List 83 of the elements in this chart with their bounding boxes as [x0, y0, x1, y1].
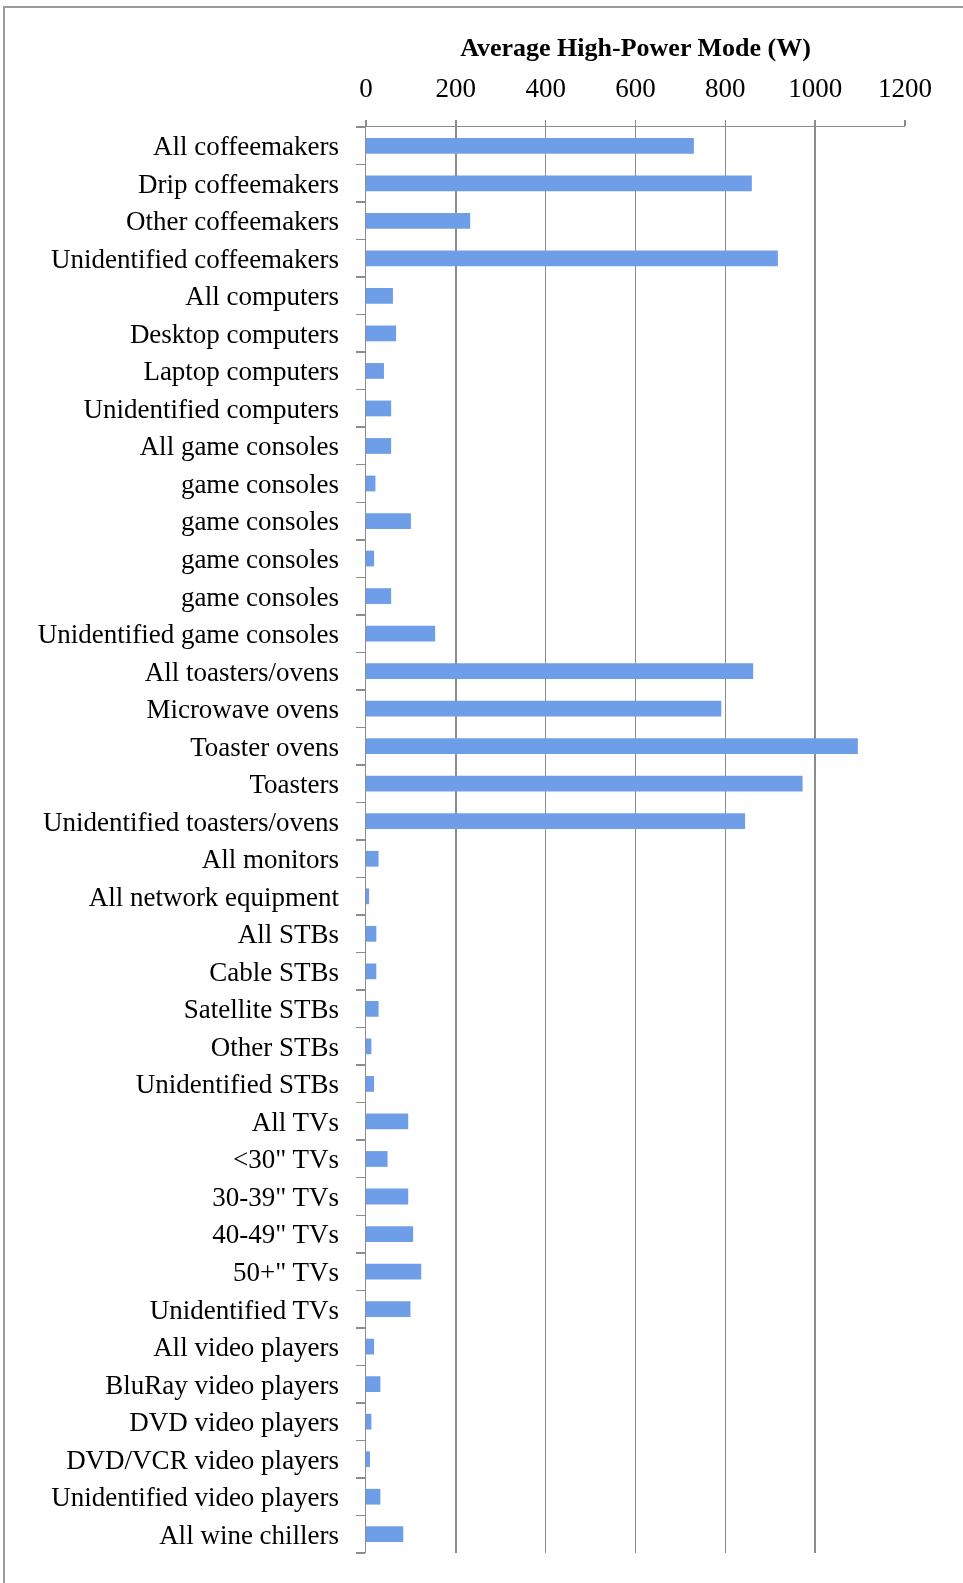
x-tick-label: 1000: [788, 72, 843, 103]
y-tick-label: 30-39" TVs: [212, 1181, 340, 1212]
bar: [366, 513, 411, 529]
bar: [366, 1000, 379, 1017]
bar: [366, 175, 752, 192]
bar: [366, 212, 471, 229]
bar: [366, 438, 392, 454]
y-tick-label: <30" TVs: [233, 1144, 340, 1175]
y-tick-label: Laptop computers: [143, 356, 340, 387]
y-tick-label: All monitors: [201, 844, 340, 875]
y-tick-label: Toaster ovens: [190, 731, 340, 762]
y-tick-label: game consoles: [180, 581, 340, 612]
y-tick-label: 40-49" TVs: [212, 1219, 340, 1250]
bar: [366, 550, 375, 567]
y-tick-label: 50+" TVs: [233, 1257, 340, 1287]
bar: [366, 963, 377, 980]
y-tick-label: Unidentified toasters/ovens: [42, 806, 340, 837]
y-tick-label: Toasters: [249, 769, 340, 800]
x-tick-label: 0: [359, 72, 373, 103]
y-tick-label: All network equipment: [88, 881, 340, 912]
bar: [366, 1263, 422, 1280]
y-tick-label: All toasters/ovens: [144, 656, 340, 687]
bar: [366, 700, 722, 717]
y-tick-label: Other coffeemakers: [125, 206, 340, 237]
bar: [366, 850, 379, 867]
y-tick-label: Unidentified video players: [51, 1482, 340, 1513]
y-tick-label: Desktop computers: [129, 318, 340, 349]
bar: [366, 137, 694, 154]
bar: [366, 925, 377, 942]
bar: [366, 287, 393, 304]
y-tick-label: All TVs: [251, 1106, 340, 1137]
y-tick-label: Satellite STBs: [183, 994, 340, 1025]
bar: [366, 1526, 404, 1543]
x-tick-label: 400: [525, 72, 566, 103]
bar: [366, 888, 370, 905]
bar: [366, 625, 436, 642]
y-tick-label: DVD video players: [129, 1407, 340, 1438]
y-tick-label: Unidentified game consoles: [37, 619, 340, 650]
x-tick-label: 1200: [878, 72, 932, 103]
y-tick-label: All video players: [153, 1332, 340, 1363]
y-tick-label: Other STBs: [210, 1031, 340, 1062]
x-tick-label: 800: [705, 72, 746, 103]
bar: [366, 1451, 371, 1468]
y-tick-label: Unidentified TVs: [149, 1294, 340, 1325]
bar: [366, 1413, 372, 1430]
bar: [366, 475, 376, 492]
bar: [366, 1113, 409, 1130]
x-tick-label: 200: [435, 72, 477, 103]
bar: [366, 1188, 409, 1205]
y-tick-label: All STBs: [237, 919, 340, 950]
bar: [366, 1151, 388, 1167]
x-tick-label: 600: [615, 72, 656, 103]
y-tick-label: Unidentified computers: [83, 393, 340, 424]
y-tick-label: DVD/VCR video players: [66, 1444, 340, 1475]
y-tick-label: game consoles: [180, 544, 340, 574]
x-axis-title: Average High-Power Mode (W): [460, 33, 811, 63]
y-tick-label: Cable STBs: [209, 956, 340, 987]
y-tick-label: All wine chillers: [159, 1519, 340, 1550]
y-tick-label: All game consoles: [139, 431, 340, 462]
bar: [366, 1338, 375, 1355]
bar: [366, 813, 746, 830]
bar: [366, 588, 392, 604]
bar: [366, 775, 803, 792]
y-tick-label: Unidentified coffeemakers: [50, 243, 340, 274]
bar: [366, 1226, 414, 1242]
y-tick-label: BluRay video players: [105, 1369, 340, 1400]
bar: [366, 1376, 381, 1393]
bar: [366, 400, 392, 417]
bar: [366, 1488, 381, 1505]
y-tick-label: Microwave ovens: [146, 694, 340, 725]
y-tick-label: All computers: [185, 281, 340, 312]
bar: [366, 1076, 375, 1092]
y-tick-label: game consoles: [180, 468, 340, 499]
y-tick-label: Drip coffeemakers: [137, 168, 340, 199]
bar: [366, 738, 858, 755]
bar: [366, 663, 754, 680]
y-tick-label: game consoles: [180, 506, 340, 537]
bar: [366, 250, 778, 267]
bar: [366, 325, 397, 342]
y-tick-label: All coffeemakers: [152, 131, 340, 162]
y-tick-label: Unidentified STBs: [135, 1069, 340, 1100]
bar: [366, 1301, 411, 1317]
bar: [366, 363, 384, 379]
